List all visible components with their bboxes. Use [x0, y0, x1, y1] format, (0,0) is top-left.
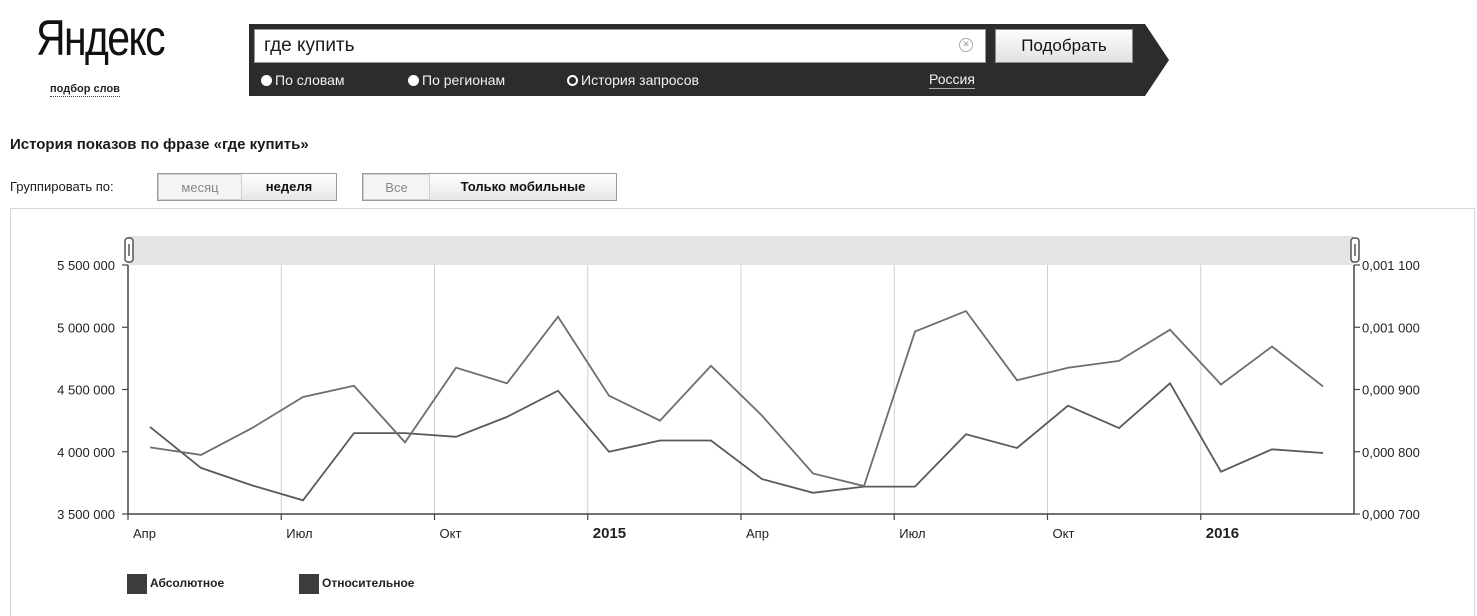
- y-left-tick-label: 3 500 000: [57, 507, 115, 522]
- legend-absolute[interactable]: Абсолютное: [127, 573, 224, 594]
- grouping-label: Группировать по:: [10, 179, 114, 194]
- y-left-tick-label: 4 000 000: [57, 445, 115, 460]
- series-line-absolute: [149, 381, 1324, 502]
- y-right-tick-label: 0,000 900: [1362, 383, 1420, 398]
- search-panel-arrow: [1145, 24, 1169, 96]
- grouping-month-button[interactable]: месяц: [158, 174, 242, 200]
- radio-label: По регионам: [422, 72, 506, 88]
- legend-relative[interactable]: Относительное: [299, 573, 414, 594]
- legend-swatch: [299, 573, 319, 594]
- grouping-week-button[interactable]: неделя: [242, 174, 336, 200]
- radio-selected-icon: [567, 75, 578, 86]
- chart-frame: [10, 208, 1475, 616]
- series-line-relative: [149, 310, 1324, 488]
- x-tick-label: 2015: [593, 525, 626, 542]
- radio-by-regions[interactable]: По регионам: [408, 71, 505, 89]
- y-left-tick-label: 4 500 000: [57, 383, 115, 398]
- x-tick-label: Июл: [286, 526, 312, 541]
- submit-button[interactable]: Подобрать: [995, 29, 1133, 63]
- legend-swatch: [127, 573, 147, 594]
- region-link[interactable]: Россия: [929, 71, 975, 89]
- radio-label: История запросов: [581, 72, 699, 88]
- legend-label: Абсолютное: [150, 576, 225, 590]
- clear-icon[interactable]: ✕: [959, 38, 973, 52]
- yandex-logo[interactable]: Яндекс: [36, 10, 166, 66]
- radio-query-history[interactable]: История запросов: [567, 71, 699, 89]
- radio-label: По словам: [275, 72, 345, 88]
- device-all-button[interactable]: Все: [363, 174, 430, 200]
- page-title: История показов по фразе «где купить»: [10, 136, 309, 153]
- y-right-tick-label: 0,000 800: [1362, 445, 1420, 460]
- x-tick-label: 2016: [1206, 525, 1239, 542]
- x-tick-label: Апр: [746, 526, 769, 541]
- x-tick-label: Апр: [133, 526, 156, 541]
- x-tick-label: Июл: [899, 526, 925, 541]
- device-toggle: Все Только мобильные: [362, 173, 617, 201]
- radio-dot-icon: [408, 75, 419, 86]
- radio-dot-icon: [261, 75, 272, 86]
- y-right-tick-label: 0,001 000: [1362, 320, 1420, 335]
- y-right-tick-label: 0,001 100: [1362, 258, 1420, 273]
- legend-label: Относительное: [322, 576, 415, 590]
- x-tick-label: Окт: [440, 526, 462, 541]
- wordstat-link[interactable]: подбор слов: [50, 83, 120, 97]
- y-right-tick-label: 0,000 700: [1362, 507, 1420, 522]
- y-left-tick-label: 5 500 000: [57, 258, 115, 273]
- device-mobile-button[interactable]: Только мобильные: [430, 174, 616, 200]
- grouping-toggle: месяц неделя: [157, 173, 337, 201]
- search-input[interactable]: где купить: [254, 29, 986, 63]
- x-tick-label: Окт: [1053, 526, 1075, 541]
- range-selector-bar: [128, 236, 1354, 265]
- y-left-tick-label: 5 000 000: [57, 320, 115, 335]
- radio-by-words[interactable]: По словам: [261, 71, 345, 89]
